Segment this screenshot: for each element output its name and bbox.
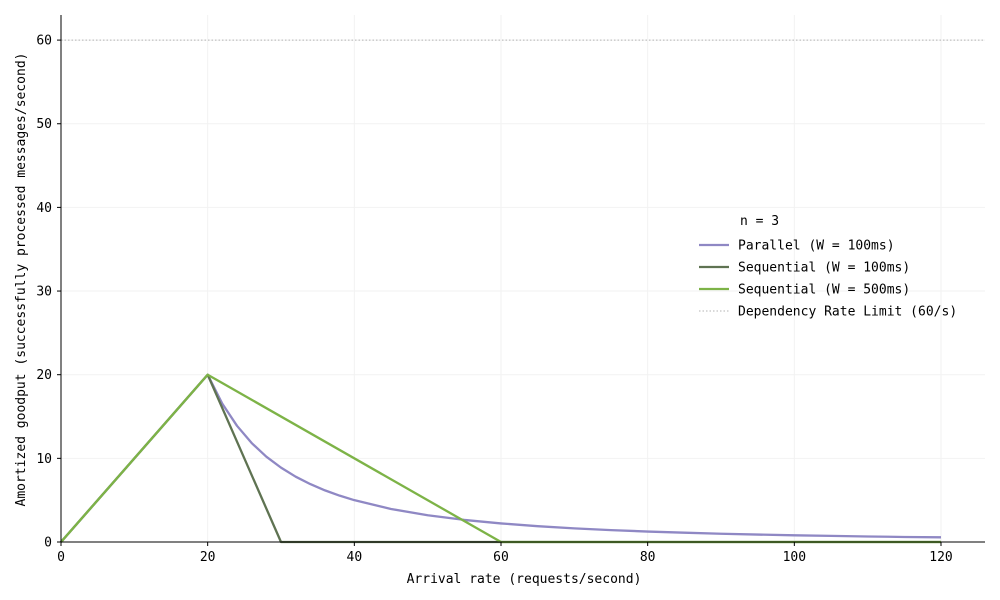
tick-labels: 0 20 40 60 80 100 120 0 10 20 30 40 50 60 (36, 34, 952, 565)
x-tick-label: 20 (200, 550, 216, 565)
y-tick-label: 30 (36, 285, 52, 300)
legend-label: Sequential (W = 500ms) (738, 283, 910, 298)
legend-label: Dependency Rate Limit (60/s) (738, 305, 957, 320)
x-tick-label: 0 (57, 550, 65, 565)
x-tick-label: 100 (783, 550, 806, 565)
y-tick-label: 50 (36, 117, 52, 132)
x-tick-label: 120 (929, 550, 952, 565)
y-tick-label: 40 (36, 201, 52, 216)
y-tick-label: 10 (36, 452, 52, 467)
y-tick-label: 0 (44, 536, 52, 551)
x-tick-label: 80 (640, 550, 656, 565)
x-axis-title: Arrival rate (requests/second) (407, 572, 642, 587)
y-tick-label: 20 (36, 368, 52, 383)
legend: n = 3 Parallel (W = 100ms) Sequential (W … (699, 214, 957, 320)
x-tick-label: 60 (493, 550, 509, 565)
series-line (60, 373, 942, 543)
y-axis-title: Amortized goodput (successfully processe… (14, 53, 29, 507)
legend-label: Sequential (W = 100ms) (738, 261, 910, 276)
axes (60, 15, 985, 543)
legend-label: Parallel (W = 100ms) (738, 239, 895, 254)
grid (60, 15, 985, 543)
legend-title: n = 3 (740, 214, 779, 229)
x-tick-label: 40 (347, 550, 363, 565)
y-tick-label: 60 (36, 34, 52, 49)
